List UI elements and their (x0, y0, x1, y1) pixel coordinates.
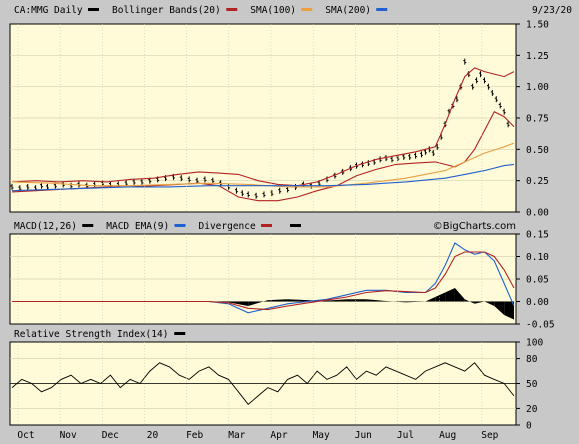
legend-swatch (174, 332, 186, 335)
legend-swatch (82, 224, 94, 227)
macd-histogram-bar (248, 300, 268, 306)
rsi-series (10, 362, 516, 405)
x-tick-label: Jun (355, 430, 372, 441)
price-series (10, 58, 515, 202)
signal-line (12, 251, 515, 311)
legend-label: SMA(100) (250, 5, 296, 16)
x-tick-label: Jul (397, 430, 414, 441)
x-tick-label: Oct (17, 430, 34, 441)
chart-date: 9/23/20 (532, 5, 572, 16)
y-tick-label: 0.00 (526, 208, 549, 219)
macd-histogram-bar (484, 301, 495, 306)
y-tick-label: 1.25 (526, 51, 549, 62)
macd-histogram-bar (326, 299, 347, 302)
legend-label: MACD EMA(9) (106, 221, 169, 232)
macd-histogram-bar (474, 301, 485, 304)
x-tick-label: Nov (60, 430, 77, 441)
macd-histogram-bar (386, 301, 406, 303)
y-tick-label: 0.05 (526, 275, 549, 286)
x-tick-label: Dec (102, 430, 119, 441)
x-tick-label: May (313, 430, 330, 441)
sma-100-line (11, 142, 515, 188)
legend-swatch (174, 224, 186, 227)
macd-legend: MACD(12,26) MACD EMA(9) Divergence (14, 221, 301, 232)
y-tick-label: 80 (526, 354, 538, 365)
y-tick-label: 20 (526, 404, 538, 415)
macd-histogram-bar (405, 301, 426, 303)
macd-histogram-bar (287, 299, 308, 302)
y-tick-label: 100 (526, 338, 543, 349)
y-tick-label: 0.00 (526, 297, 549, 308)
bigcharts-brand: ©BigCharts.com (433, 221, 516, 232)
legend-swatch (301, 8, 313, 11)
y-tick-label: 1.50 (526, 20, 549, 31)
macd-series (12, 242, 515, 320)
macd-histogram-bar (267, 299, 288, 302)
price-y-ticks: 1.50 1.25 1.00 0.75 0.50 0.25 0.00 (516, 20, 549, 219)
macd-histogram-bar (425, 297, 436, 302)
legend-label: CA:MMG Daily (14, 5, 83, 16)
y-tick-label: 50 (526, 379, 538, 390)
rsi-legend: Relative Strength Index(14) (14, 329, 186, 340)
macd-histogram-bar (366, 299, 387, 302)
legend-label: SMA(200) (325, 5, 371, 16)
macd-histogram-bar (346, 299, 367, 302)
legend-label: Bollinger Bands(20) (112, 5, 221, 16)
legend-swatch (290, 224, 301, 227)
bollinger-upper-line (11, 67, 515, 187)
macd-histogram-bar (504, 301, 514, 320)
legend-label: Relative Strength Index(14) (14, 329, 168, 340)
y-tick-label: 0.15 (526, 230, 549, 241)
y-tick-label: -0.05 (526, 320, 555, 331)
macd-panel: MACD(12,26) MACD EMA(9) Divergence ©BigCha… (9, 221, 555, 331)
rsi-panel: Relative Strength Index(14) 100 80 50 20 0 (9, 329, 543, 432)
rsi-y-ticks: 100 80 50 20 0 (516, 338, 543, 432)
macd-histogram-bar (454, 288, 465, 302)
price-panel: CA:MMG Daily Bollinger Bands(20) SMA(100) S… (9, 5, 572, 219)
x-tick-label: Mar (228, 430, 245, 441)
legend-swatch (261, 224, 272, 227)
legend-label: Divergence (199, 221, 256, 232)
y-tick-label: 0 (526, 421, 532, 432)
x-tick-label: 20 (147, 430, 159, 441)
y-tick-label: 1.00 (526, 82, 549, 93)
y-tick-label: 0.50 (526, 145, 549, 156)
x-axis-months: Oct Nov Dec 20 Feb Mar Apr May Jun Jul Aug Sep (17, 24, 499, 441)
y-tick-label: 0.10 (526, 252, 549, 263)
price-legend: CA:MMG Daily Bollinger Bands(20) SMA(100) S… (14, 5, 388, 16)
x-tick-label: Aug (439, 430, 456, 441)
legend-swatch (226, 8, 238, 11)
price-grid (10, 54, 516, 182)
macd-histogram-bar (435, 292, 446, 302)
y-tick-label: 0.25 (526, 176, 549, 187)
macd-histogram-bar (228, 301, 249, 306)
sma-200-line (11, 163, 515, 192)
macd-y-ticks: 0.15 0.10 0.05 0.00 -0.05 (516, 230, 555, 331)
macd-histogram-bar (464, 299, 475, 304)
x-tick-label: Apr (270, 430, 287, 441)
legend-label: MACD(12,26) (14, 221, 77, 232)
x-tick-label: Feb (186, 430, 203, 441)
macd-histogram-bar (494, 301, 505, 315)
x-tick-label: Sep (481, 430, 498, 441)
rsi-line (11, 362, 515, 405)
y-tick-label: 0.75 (526, 114, 549, 125)
macd-histogram-bar (445, 288, 455, 302)
legend-swatch (376, 8, 388, 11)
legend-swatch (88, 8, 99, 11)
